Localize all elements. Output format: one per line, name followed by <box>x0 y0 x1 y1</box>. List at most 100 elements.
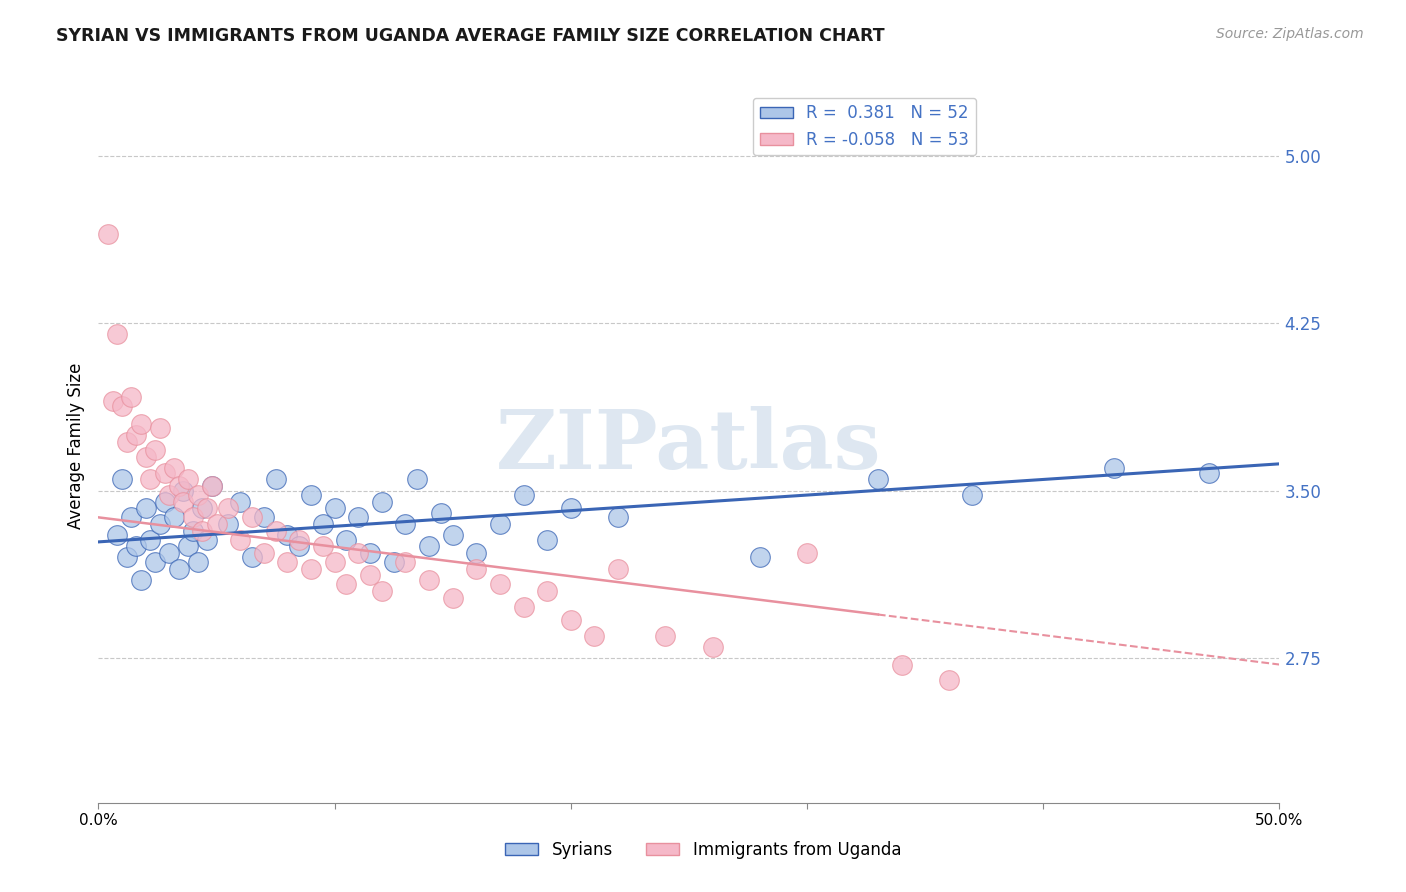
Point <box>217 516 239 531</box>
Point <box>240 550 263 565</box>
Point <box>394 516 416 531</box>
Point <box>177 472 200 486</box>
Point <box>229 494 252 508</box>
Point <box>312 539 335 553</box>
Point <box>157 546 180 560</box>
Point <box>382 555 405 569</box>
Point <box>195 501 218 516</box>
Point <box>560 501 582 516</box>
Point <box>288 539 311 553</box>
Point <box>465 546 488 560</box>
Text: Source: ZipAtlas.com: Source: ZipAtlas.com <box>1216 27 1364 41</box>
Point <box>702 640 724 654</box>
Point <box>359 546 381 560</box>
Point <box>149 516 172 531</box>
Point <box>560 613 582 627</box>
Point <box>135 501 157 516</box>
Point <box>229 533 252 547</box>
Point <box>125 539 148 553</box>
Point <box>335 577 357 591</box>
Point <box>191 524 214 538</box>
Point <box>418 539 440 553</box>
Point <box>465 562 488 576</box>
Point <box>890 657 912 672</box>
Point <box>97 227 120 241</box>
Point <box>312 516 335 531</box>
Point <box>394 555 416 569</box>
Point <box>115 550 138 565</box>
Point <box>406 472 429 486</box>
Point <box>143 555 166 569</box>
Point <box>139 533 162 547</box>
Point <box>371 583 394 598</box>
Point <box>299 562 322 576</box>
Point <box>195 533 218 547</box>
Point <box>167 562 190 576</box>
Point <box>962 488 984 502</box>
Point <box>181 510 204 524</box>
Point <box>489 577 512 591</box>
Point <box>201 479 224 493</box>
Point <box>607 510 630 524</box>
Point <box>347 510 370 524</box>
Point <box>115 434 138 449</box>
Point <box>299 488 322 502</box>
Point <box>288 533 311 547</box>
Point <box>512 599 534 614</box>
Point <box>253 510 276 524</box>
Y-axis label: Average Family Size: Average Family Size <box>66 363 84 529</box>
Point <box>153 466 176 480</box>
Point <box>163 461 186 475</box>
Point <box>1102 461 1125 475</box>
Point <box>276 555 298 569</box>
Point <box>441 591 464 605</box>
Point <box>187 488 209 502</box>
Point <box>489 516 512 531</box>
Point <box>654 628 676 642</box>
Point <box>205 516 228 531</box>
Point <box>607 562 630 576</box>
Point <box>129 417 152 431</box>
Point <box>163 510 186 524</box>
Point <box>187 555 209 569</box>
Point <box>430 506 453 520</box>
Point <box>191 501 214 516</box>
Point <box>264 472 287 486</box>
Point <box>143 443 166 458</box>
Point <box>796 546 818 560</box>
Point <box>105 327 128 342</box>
Point <box>121 510 143 524</box>
Point <box>121 390 143 404</box>
Point <box>101 394 124 409</box>
Point <box>201 479 224 493</box>
Point <box>240 510 263 524</box>
Legend: R =  0.381   N = 52, R = -0.058   N = 53: R = 0.381 N = 52, R = -0.058 N = 53 <box>754 97 976 155</box>
Point <box>135 450 157 464</box>
Point <box>167 479 190 493</box>
Point <box>139 472 162 486</box>
Point <box>253 546 276 560</box>
Point <box>359 568 381 582</box>
Point <box>129 573 152 587</box>
Point <box>181 524 204 538</box>
Point <box>149 421 172 435</box>
Point <box>172 483 194 498</box>
Point <box>418 573 440 587</box>
Point <box>217 501 239 516</box>
Point <box>866 472 889 486</box>
Text: SYRIAN VS IMMIGRANTS FROM UGANDA AVERAGE FAMILY SIZE CORRELATION CHART: SYRIAN VS IMMIGRANTS FROM UGANDA AVERAGE… <box>56 27 884 45</box>
Point <box>323 555 346 569</box>
Point <box>177 539 200 553</box>
Point <box>536 583 558 598</box>
Point <box>1198 466 1220 480</box>
Point <box>276 528 298 542</box>
Point <box>264 524 287 538</box>
Point <box>335 533 357 547</box>
Point <box>583 628 606 642</box>
Legend: Syrians, Immigrants from Uganda: Syrians, Immigrants from Uganda <box>498 835 908 866</box>
Point <box>111 472 134 486</box>
Text: ZIPatlas: ZIPatlas <box>496 406 882 486</box>
Point <box>105 528 128 542</box>
Point <box>172 494 194 508</box>
Point <box>938 673 960 687</box>
